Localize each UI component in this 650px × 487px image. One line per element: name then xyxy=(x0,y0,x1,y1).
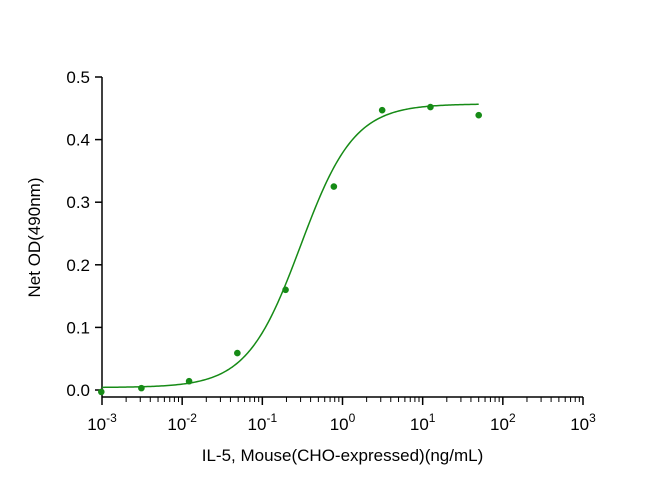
x-tick-label: 100 xyxy=(330,411,356,434)
data-point xyxy=(282,286,289,294)
x-tick-label: 103 xyxy=(570,411,596,434)
x-tick-label: 10-3 xyxy=(87,411,117,434)
data-point xyxy=(378,106,386,114)
data-point xyxy=(234,349,241,357)
data-point xyxy=(427,103,434,111)
y-tick-label: 0.4 xyxy=(66,131,90,150)
x-tick-exponent: -1 xyxy=(266,411,277,425)
x-tick-exponent: -2 xyxy=(186,411,197,425)
x-tick-base: 10 xyxy=(570,415,589,434)
axes xyxy=(101,77,583,398)
y-tick-label: 0.1 xyxy=(66,318,90,337)
y-tick-label: 0.3 xyxy=(66,193,90,212)
x-tick-label: 10-1 xyxy=(248,411,278,434)
x-tick-base: 10 xyxy=(248,415,267,434)
data-point xyxy=(330,183,338,190)
fit-curve xyxy=(101,103,479,389)
x-tick-base: 10 xyxy=(87,415,106,434)
y-tick-label: 0.2 xyxy=(66,256,90,275)
points-layer xyxy=(97,103,483,396)
y-tick-label: 0.5 xyxy=(66,68,90,87)
data-point xyxy=(185,377,193,385)
x-tick-label: 101 xyxy=(410,411,436,434)
x-tick-exponent: -3 xyxy=(106,411,117,425)
y-axis-title: Net OD(490nm) xyxy=(25,178,44,298)
x-tick-exponent: 3 xyxy=(589,411,596,425)
x-tick-label: 10-2 xyxy=(167,411,197,434)
x-tick-label: 102 xyxy=(490,411,516,434)
x-tick-base: 10 xyxy=(490,415,509,434)
ticks: 0.00.10.20.30.40.510-3 10-2 10-1 100 101 102 1… xyxy=(66,68,596,434)
data-point xyxy=(97,388,105,396)
x-tick-exponent: 0 xyxy=(349,411,356,425)
x-tick-base: 10 xyxy=(167,415,186,434)
x-axis-title: IL-5, Mouse(CHO-expressed)(ng/mL) xyxy=(202,446,484,465)
fit-layer xyxy=(101,103,479,389)
x-tick-base: 10 xyxy=(330,415,349,434)
x-tick-exponent: 1 xyxy=(429,411,436,425)
y-tick-label: 0.0 xyxy=(66,381,90,400)
x-tick-base: 10 xyxy=(410,415,429,434)
x-tick-exponent: 2 xyxy=(509,411,516,425)
data-point xyxy=(475,111,483,119)
data-point xyxy=(138,384,145,392)
